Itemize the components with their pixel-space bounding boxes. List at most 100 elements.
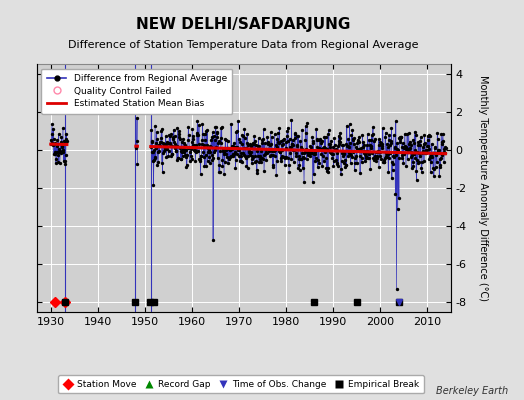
- Point: [247, 149, 255, 155]
- Point: [407, 142, 416, 148]
- Point: [410, 151, 418, 157]
- Point: [238, 141, 247, 148]
- Point: [261, 146, 270, 153]
- Point: [257, 155, 266, 161]
- Point: [228, 146, 236, 152]
- Point: [174, 155, 182, 161]
- Point: [168, 151, 177, 157]
- Point: [430, 172, 438, 179]
- Point: [260, 168, 268, 174]
- Point: [173, 155, 182, 161]
- Point: [362, 149, 370, 155]
- Point: [293, 164, 302, 171]
- Point: [239, 145, 248, 151]
- Point: [403, 156, 412, 162]
- Point: [326, 149, 334, 155]
- Point: [275, 148, 283, 155]
- Point: [269, 152, 277, 158]
- Point: [373, 154, 381, 160]
- Point: [420, 132, 429, 138]
- Point: [265, 147, 273, 154]
- Point: [336, 139, 345, 146]
- Point: [350, 141, 358, 148]
- Point: [186, 149, 194, 155]
- Point: [174, 128, 183, 134]
- Point: [227, 121, 235, 127]
- Point: [268, 134, 276, 140]
- Point: [417, 165, 425, 172]
- Point: [421, 150, 430, 156]
- Point: [402, 143, 410, 150]
- Point: [434, 147, 443, 153]
- Point: [164, 140, 172, 146]
- Point: [193, 132, 201, 139]
- Point: [232, 157, 240, 164]
- Point: [213, 134, 221, 140]
- Point: [401, 142, 409, 149]
- Point: [334, 132, 343, 139]
- Point: [217, 125, 225, 132]
- Point: [322, 164, 331, 171]
- Point: [162, 140, 170, 147]
- Point: [372, 149, 380, 155]
- Point: [293, 133, 301, 139]
- Point: [271, 147, 279, 153]
- Point: [371, 156, 379, 162]
- Point: [376, 153, 384, 159]
- Point: [206, 149, 214, 155]
- Point: [162, 139, 171, 145]
- Point: [164, 153, 172, 159]
- Point: [167, 131, 175, 137]
- Point: [204, 147, 213, 153]
- Point: [194, 140, 203, 147]
- Point: [355, 153, 364, 159]
- Point: [384, 169, 392, 176]
- Point: [389, 153, 398, 159]
- Point: [340, 151, 348, 157]
- Point: [166, 140, 174, 147]
- Point: [411, 155, 420, 161]
- Point: [264, 146, 272, 152]
- Point: [222, 146, 231, 153]
- Point: [421, 140, 429, 146]
- Point: [418, 159, 426, 165]
- Point: [355, 146, 364, 152]
- Point: [133, 138, 141, 144]
- Point: [396, 138, 404, 145]
- Point: [376, 139, 385, 145]
- Point: [254, 143, 262, 150]
- Point: [215, 168, 223, 175]
- Point: [205, 143, 214, 150]
- Point: [275, 140, 283, 146]
- Point: [278, 146, 287, 153]
- Point: [159, 150, 167, 156]
- Point: [216, 148, 224, 154]
- Point: [422, 149, 430, 156]
- Point: [435, 173, 443, 180]
- Point: [313, 144, 322, 150]
- Text: Difference of Station Temperature Data from Regional Average: Difference of Station Temperature Data f…: [69, 40, 419, 50]
- Point: [165, 148, 173, 154]
- Point: [372, 158, 380, 164]
- Point: [283, 138, 292, 144]
- Point: [340, 150, 348, 156]
- Point: [408, 164, 416, 171]
- Point: [249, 140, 257, 147]
- Point: [158, 169, 167, 176]
- Point: [365, 151, 374, 157]
- Point: [432, 149, 441, 156]
- Point: [156, 139, 165, 145]
- Point: [355, 139, 363, 146]
- Point: [160, 142, 169, 148]
- Point: [47, 137, 55, 143]
- Point: [346, 151, 354, 158]
- Point: [204, 149, 212, 155]
- Point: [386, 150, 394, 156]
- Point: [294, 133, 302, 139]
- Point: [189, 136, 197, 142]
- Point: [419, 144, 427, 150]
- Point: [316, 136, 325, 142]
- Point: [289, 147, 298, 153]
- Point: [439, 131, 447, 137]
- Point: [257, 159, 265, 166]
